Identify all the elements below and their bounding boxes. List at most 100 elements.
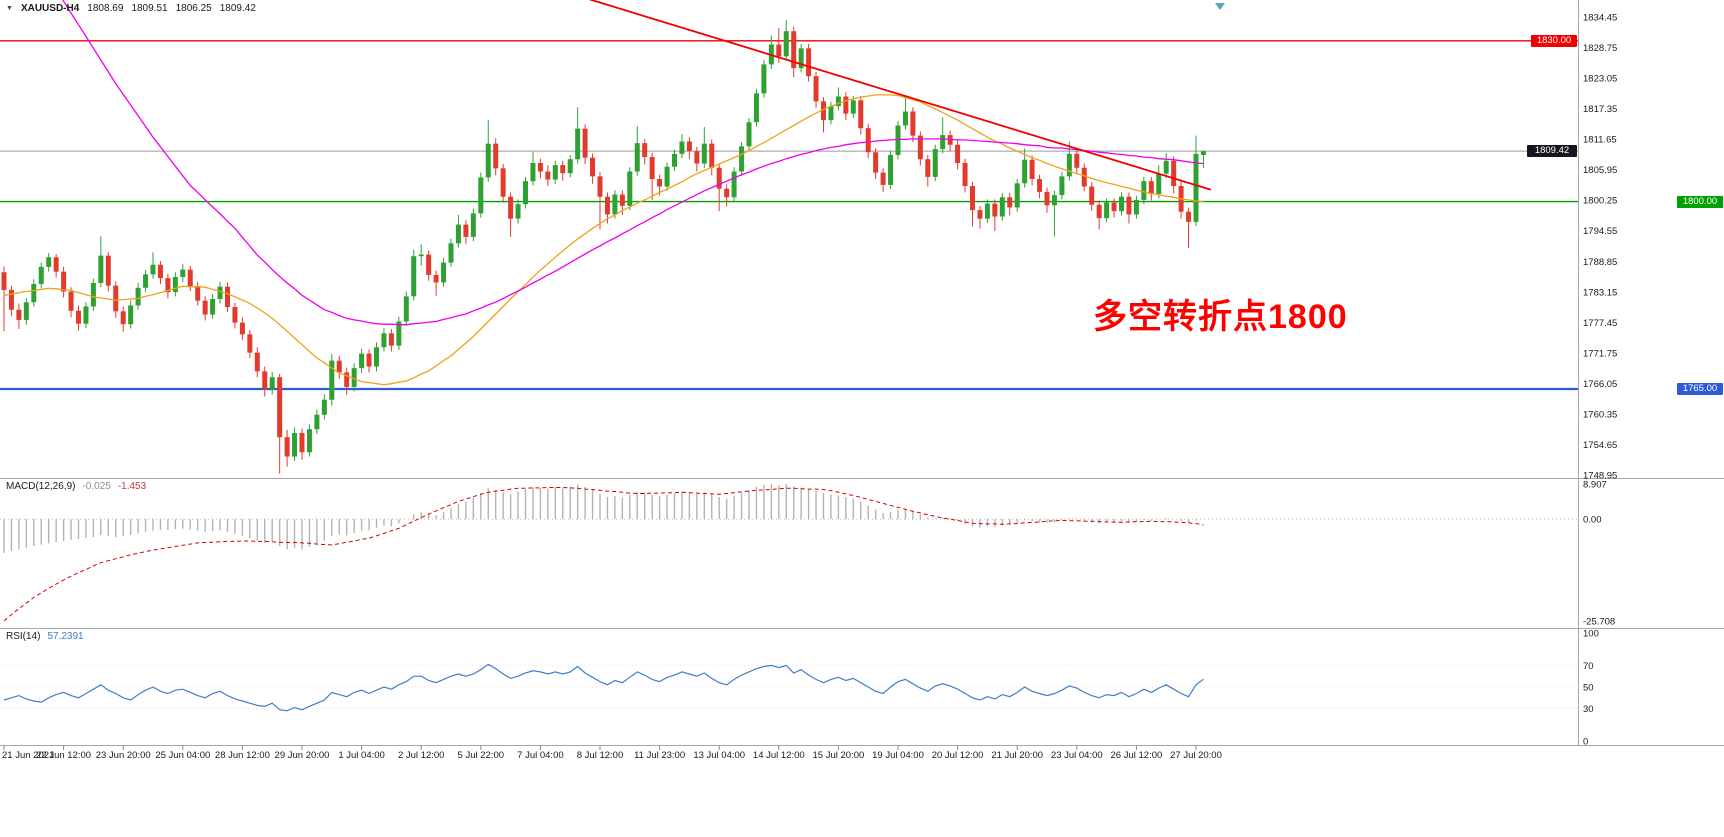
candle-body [441,262,447,283]
rsi-line [3,663,1204,712]
rsi-axis-label: 30 [1583,704,1594,715]
candle-body [955,144,961,163]
time-axis-label: 23 Jun 20:00 [96,750,151,761]
macd-axis-label: -25.708 [1583,616,1615,627]
candle-body [984,203,990,219]
candle-body [627,171,633,206]
candle-body [470,213,476,237]
candle-body [776,44,782,57]
hline-label-1765[interactable]: 1765.00 [1677,383,1723,396]
time-axis-label: 22 Jun 12:00 [36,750,91,761]
time-axis-label: 20 Jul 12:00 [932,750,984,761]
candle-body [783,31,789,57]
candle-body [396,321,402,346]
candle-body [172,277,178,293]
hline-label-1800[interactable]: 1800.00 [1677,195,1723,208]
chart-shift-marker[interactable] [1215,3,1225,10]
candle-body [634,143,640,172]
candle-body [329,360,335,400]
candle-body [314,414,320,430]
candle-body [16,309,22,320]
time-axis-label: 11 Jul 23:00 [634,750,685,761]
candle-body [284,437,290,457]
time-axis-label: 29 Jun 20:00 [275,750,330,761]
candle-body [38,266,44,285]
candle-body [746,122,752,147]
candle-body [1133,199,1139,215]
candle-body [940,135,946,150]
candle-body [1007,197,1013,208]
macd-axis-label: 8.907 [1583,479,1607,490]
time-axis-label: 26 Jul 12:00 [1111,750,1163,761]
candle-body [560,165,566,174]
candle-body [1089,186,1095,205]
macd-axis-label: 0.00 [1583,515,1602,526]
candle-body [597,176,603,197]
candle-body [575,128,581,160]
time-axis-label: 23 Jul 04:00 [1051,750,1103,761]
trend-line[interactable] [585,0,1212,191]
candle-body [798,48,804,69]
macd-signal-value: -1.453 [117,481,147,492]
candle-body [1186,211,1192,222]
hline-label-1830[interactable]: 1830.00 [1531,34,1577,47]
candle-body [306,429,312,453]
candle-body [552,165,558,180]
candle-body [880,172,886,185]
price-axis-label: 1777.45 [1583,318,1617,329]
candle-body [292,432,298,457]
candle-body [157,264,163,279]
time-axis-label: 2 Jul 12:00 [398,750,444,761]
candle-body [1037,179,1043,192]
candle-body [411,256,417,297]
candle-body [478,177,484,214]
candle-body [962,162,968,186]
candle-body [999,197,1005,217]
candle-body [493,143,499,169]
candle-body [761,64,767,94]
ohlc-high-value: 1809.51 [131,3,168,14]
candle-body [210,299,216,315]
candle-body [68,291,74,311]
candle-body [850,100,856,114]
annotation-text: 多空转折点1800 [1093,298,1348,336]
candle-body [254,352,260,372]
candle-body [388,333,394,346]
candle-body [992,203,998,217]
candle-body [433,274,439,283]
candle-body [895,125,901,155]
candle-body [1193,153,1199,222]
symbol-dropdown-icon[interactable]: ▼ [6,4,13,12]
candle-body [269,377,275,390]
candle-body [98,255,104,283]
candle-body [865,128,871,153]
candle-body [455,224,461,244]
price-axis-label: 1794.55 [1583,226,1617,237]
candle-body [701,143,707,164]
candle-body [828,106,834,121]
candle-body [1051,195,1057,206]
candle-body [351,368,357,387]
candles-layer [1,19,1206,474]
symbol-title: XAUUSD-H4 [20,3,80,14]
candle-body [202,300,208,315]
candle-body [1081,167,1087,187]
candle-body [806,48,812,77]
candle-body [448,243,454,263]
time-axis-label: 21 Jul 20:00 [991,750,1043,761]
candle-body [217,286,223,300]
candle-body [239,322,245,335]
candle-body [31,284,37,303]
candle-body [843,96,849,114]
candle-body [835,96,841,107]
ohlc-open-value: 1808.69 [87,3,124,14]
time-axis-label: 1 Jul 04:00 [338,750,384,761]
candle-body [247,334,253,353]
candle-body [1141,181,1147,200]
candle-body [545,171,551,180]
candle-body [925,159,931,177]
candle-body [657,179,663,187]
candle-body [120,311,126,325]
candle-body [791,31,797,69]
